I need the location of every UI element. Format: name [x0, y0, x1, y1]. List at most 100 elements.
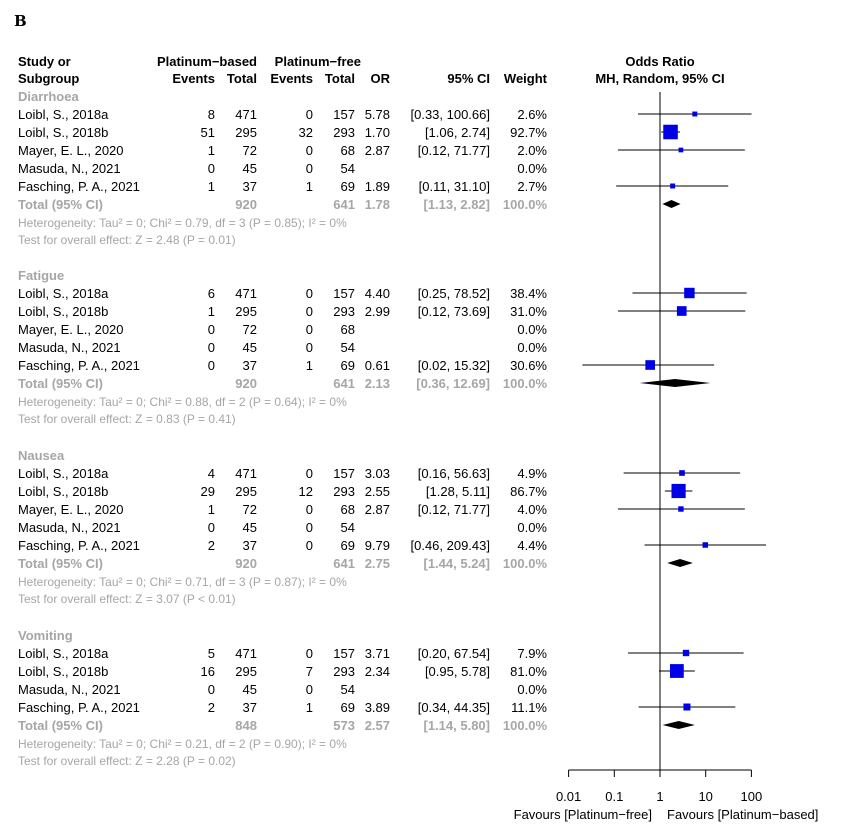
study-name: Loibl, S., 2018b — [18, 304, 108, 319]
study-square — [676, 306, 687, 316]
study-n1: 295 — [235, 125, 257, 140]
total-weight: 100.0% — [503, 197, 548, 212]
study-n1: 295 — [235, 484, 257, 499]
study-weight: 2.7% — [517, 179, 547, 194]
study-name: Loibl, S., 2018b — [18, 664, 108, 679]
study-e2: 0 — [306, 466, 313, 481]
axis-tick-label: 1 — [656, 789, 663, 804]
study-weight: 4.9% — [517, 466, 547, 481]
study-name: Masuda, N., 2021 — [18, 161, 121, 176]
study-name: Mayer, E. L., 2020 — [18, 502, 124, 517]
study-e2: 0 — [306, 502, 313, 517]
overall-effect-text: Test for overall effect: Z = 2.28 (P = 0… — [18, 754, 236, 768]
study-e2: 12 — [299, 484, 313, 499]
study-name: Loibl, S., 2018b — [18, 125, 108, 140]
study-n1: 471 — [235, 466, 257, 481]
study-weight: 30.6% — [510, 358, 547, 373]
study-n1: 72 — [243, 143, 257, 158]
study-weight: 31.0% — [510, 304, 547, 319]
study-or: 1.89 — [365, 179, 390, 194]
study-weight: 0.0% — [517, 322, 547, 337]
study-e2: 0 — [306, 304, 313, 319]
study-n2: 68 — [341, 322, 355, 337]
study-e1: 51 — [201, 125, 215, 140]
study-ci: [0.02, 15.32] — [418, 358, 490, 373]
total-n1: 848 — [235, 718, 257, 733]
study-ci: [1.06, 2.74] — [425, 125, 490, 140]
study-square — [683, 703, 691, 711]
heterogeneity-text: Heterogeneity: Tau² = 0; Chi² = 0.71, df… — [18, 575, 347, 589]
study-n1: 45 — [243, 340, 257, 355]
heterogeneity-text: Heterogeneity: Tau² = 0; Chi² = 0.88, df… — [18, 395, 347, 409]
study-n2: 69 — [341, 538, 355, 553]
study-n2: 54 — [341, 340, 355, 355]
study-n2: 293 — [333, 304, 355, 319]
plot-title: Odds Ratio — [625, 54, 694, 69]
study-or: 3.71 — [365, 646, 390, 661]
total-or: 1.78 — [365, 197, 390, 212]
study-e2: 0 — [306, 646, 313, 661]
study-weight: 0.0% — [517, 520, 547, 535]
study-n2: 68 — [341, 502, 355, 517]
study-n2: 54 — [341, 161, 355, 176]
favours-right-label: Favours [Platinum−based] — [667, 807, 818, 822]
x-axis: 0.01 0.1 1 10 100 Favours [Platinum−free] Favo… — [514, 92, 818, 822]
study-ci: [0.11, 31.10] — [419, 179, 490, 194]
study-e2: 0 — [306, 322, 313, 337]
study-weight: 4.4% — [517, 538, 547, 553]
total-n2: 573 — [333, 718, 355, 733]
study-e2: 0 — [306, 520, 313, 535]
study-e1: 4 — [208, 466, 215, 481]
total-ci: [1.44, 5.24] — [424, 556, 491, 571]
study-weight: 0.0% — [517, 340, 547, 355]
subgroup-heading: Fatigue — [18, 268, 64, 283]
study-name: Mayer, E. L., 2020 — [18, 143, 124, 158]
study-square — [684, 287, 695, 299]
study-e1: 5 — [208, 646, 215, 661]
study-square — [682, 649, 690, 657]
total-ci: [0.36, 12.69] — [416, 376, 490, 391]
header-or: OR — [371, 71, 391, 86]
study-name: Loibl, S., 2018a — [18, 646, 109, 661]
study-e1: 6 — [208, 286, 215, 301]
total-label: Total (95% CI) — [18, 197, 103, 212]
study-n1: 471 — [235, 107, 257, 122]
study-weight: 38.4% — [510, 286, 547, 301]
study-weight: 2.6% — [517, 107, 547, 122]
total-n1: 920 — [235, 376, 257, 391]
study-e1: 0 — [208, 340, 215, 355]
study-square — [679, 470, 685, 476]
study-ci: [0.16, 56.63] — [418, 466, 490, 481]
study-e1: 1 — [208, 502, 215, 517]
axis-tick-label: 0.01 — [556, 789, 581, 804]
summary-diamond — [662, 721, 695, 729]
study-n2: 54 — [341, 682, 355, 697]
study-square — [692, 111, 698, 117]
study-or: 5.78 — [365, 107, 390, 122]
study-weight: 92.7% — [510, 125, 547, 140]
study-or: 2.87 — [365, 143, 390, 158]
axis-tick-label: 10 — [698, 789, 712, 804]
study-n2: 157 — [333, 286, 355, 301]
study-square — [678, 506, 684, 512]
study-or: 2.34 — [365, 664, 390, 679]
overall-effect-text: Test for overall effect: Z = 0.83 (P = 0… — [18, 412, 236, 426]
study-name: Loibl, S., 2018a — [18, 466, 109, 481]
study-n2: 293 — [333, 125, 355, 140]
total-n1: 920 — [235, 556, 257, 571]
header-total-1: Total — [227, 71, 257, 86]
header-study-2: Subgroup — [18, 71, 79, 86]
study-n1: 45 — [243, 161, 257, 176]
study-name: Loibl, S., 2018b — [18, 484, 108, 499]
study-weight: 7.9% — [517, 646, 547, 661]
study-e2: 1 — [306, 179, 313, 194]
header-weight: Weight — [504, 71, 548, 86]
study-weight: 2.0% — [517, 143, 547, 158]
total-label: Total (95% CI) — [18, 376, 103, 391]
study-or: 3.89 — [365, 700, 390, 715]
study-n1: 37 — [243, 358, 257, 373]
study-n1: 45 — [243, 682, 257, 697]
study-e2: 0 — [306, 340, 313, 355]
study-n1: 37 — [243, 179, 257, 194]
subgroup-heading: Diarrhoea — [18, 89, 79, 104]
